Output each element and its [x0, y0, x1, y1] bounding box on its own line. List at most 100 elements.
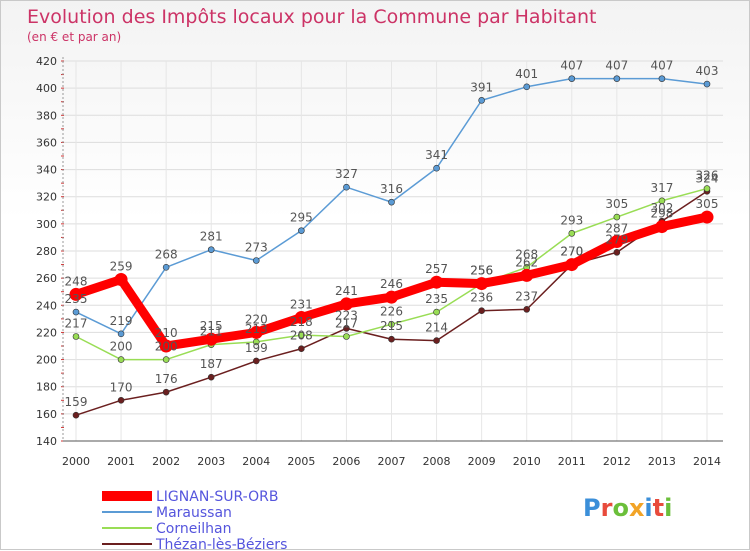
chart-title: Evolution des Impôts locaux pour la Comm… [27, 6, 597, 28]
data-label-maraussan: 219 [110, 314, 133, 328]
data-label-maraussan: 327 [335, 167, 358, 181]
data-label-maraussan: 235 [65, 292, 88, 306]
data-label-corneilhan: 217 [65, 317, 88, 331]
data-point-corneilhan [343, 333, 350, 340]
x-tick-label: 2005 [287, 455, 315, 468]
data-point-corneilhan [252, 338, 260, 346]
data-point-lignan-sur-orb [475, 277, 489, 291]
data-label-thezan-les-beziers: 270 [560, 245, 583, 259]
data-point-lignan-sur-orb [610, 235, 624, 248]
data-label-lignan-sur-orb: 248 [65, 274, 88, 288]
data-point-thezan-les-beziers [72, 411, 80, 419]
data-point-maraussan [343, 183, 350, 191]
data-label-maraussan: 268 [155, 247, 178, 261]
data-label-thezan-les-beziers: 208 [290, 329, 313, 343]
data-point-lignan-sur-orb [339, 297, 353, 311]
data-point-lignan-sur-orb [249, 325, 263, 339]
legend-swatch [102, 527, 152, 529]
axes: 140 160 180 200 220 240 260 280 300 320 340 360 380 4… [36, 55, 723, 468]
y-tick-label: 300 [36, 218, 57, 231]
data-point-maraussan [207, 246, 215, 253]
data-point-maraussan [658, 75, 666, 82]
data-point-thezan-les-beziers [343, 325, 350, 332]
data-label-maraussan: 407 [605, 59, 628, 73]
y-tick-label: 240 [36, 299, 57, 312]
data-label-corneilhan: 200 [155, 340, 178, 354]
data-label-thezan-les-beziers: 237 [515, 289, 538, 303]
data-label-corneilhan: 211 [200, 325, 223, 339]
grid [63, 60, 723, 442]
data-label-corneilhan: 217 [335, 317, 358, 331]
y-tick-label: 320 [36, 191, 57, 204]
data-label-thezan-les-beziers: 324 [696, 171, 719, 185]
data-label-maraussan: 391 [470, 80, 493, 94]
y-tick-label: 380 [36, 109, 57, 122]
data-label-corneilhan: 213 [245, 322, 268, 336]
data-label-corneilhan: 293 [560, 213, 583, 227]
data-label-corneilhan: 268 [515, 247, 538, 261]
x-tick-label: 2002 [152, 455, 180, 468]
data-point-thezan-les-beziers [478, 307, 485, 315]
y-tick-label: 180 [36, 381, 57, 394]
data-label-corneilhan: 218 [290, 315, 313, 329]
x-tick-label: 2011 [558, 455, 586, 468]
y-tick-label: 200 [36, 354, 57, 367]
data-point-lignan-sur-orb [655, 220, 669, 234]
x-tick-label: 2010 [513, 455, 541, 468]
data-label-maraussan: 295 [290, 211, 313, 225]
data-label-thezan-les-beziers: 176 [155, 372, 178, 386]
x-tick-label: 2006 [332, 455, 360, 468]
data-label-lignan-sur-orb: 259 [110, 260, 133, 274]
data-label-corneilhan: 226 [380, 304, 403, 318]
data-point-corneilhan [72, 333, 80, 340]
data-label-thezan-les-beziers: 223 [335, 308, 358, 322]
data-point-lignan-sur-orb [294, 311, 308, 324]
legend-label: Thézan-lès-Béziers [155, 537, 287, 551]
data-point-corneilhan [658, 197, 666, 205]
data-point-maraussan [162, 263, 170, 271]
y-tick-label: 160 [36, 408, 57, 421]
data-point-lignan-sur-orb [385, 290, 398, 304]
data-label-lignan-sur-orb: 256 [470, 264, 493, 278]
data-label-lignan-sur-orb: 257 [425, 262, 448, 276]
data-label-corneilhan: 256 [470, 264, 493, 278]
data-label-thezan-les-beziers: 236 [470, 291, 493, 305]
data-point-thezan-les-beziers [523, 306, 531, 313]
legend-swatch [102, 511, 152, 513]
data-point-maraussan [252, 257, 260, 264]
y-tick-label: 260 [36, 272, 57, 285]
legend: LIGNAN-SUR-ORBMaraussanCorneilhanThézan-… [102, 489, 287, 551]
data-label-lignan-sur-orb: 305 [696, 197, 719, 211]
data-point-lignan-sur-orb [69, 287, 83, 301]
data-point-maraussan [388, 198, 395, 206]
x-tick-label: 2000 [62, 455, 90, 468]
series-group [69, 75, 714, 419]
data-point-thezan-les-beziers [117, 396, 125, 404]
data-label-lignan-sur-orb: 241 [335, 284, 358, 298]
data-label-thezan-les-beziers: 199 [245, 341, 268, 355]
y-tick-label: 400 [36, 82, 57, 95]
data-point-thezan-les-beziers [433, 337, 440, 344]
data-label-maraussan: 281 [200, 230, 223, 244]
data-point-lignan-sur-orb [565, 258, 579, 272]
data-point-corneilhan [388, 320, 395, 328]
x-tick-label: 2007 [378, 455, 406, 468]
data-point-maraussan [568, 75, 576, 82]
data-label-thezan-les-beziers: 170 [110, 380, 133, 394]
x-tick-label: 2013 [648, 455, 676, 468]
y-tick-label: 140 [36, 435, 57, 448]
chart-subtitle: (en € et par an) [27, 30, 121, 44]
data-label-corneilhan: 200 [110, 340, 133, 354]
data-point-corneilhan [703, 185, 711, 192]
data-point-corneilhan [613, 213, 621, 221]
data-labels: 159 170 176 187 199 208 223 215 214 236 237 270 279 3… [65, 59, 719, 410]
data-label-maraussan: 403 [696, 64, 719, 78]
data-point-lignan-sur-orb [430, 275, 444, 289]
data-point-thezan-les-beziers [298, 345, 305, 353]
data-point-thezan-les-beziers [162, 388, 170, 396]
data-point-lignan-sur-orb [520, 268, 534, 282]
data-label-lignan-sur-orb: 210 [155, 326, 178, 340]
data-point-thezan-les-beziers [207, 373, 215, 381]
x-tick-label: 2014 [693, 455, 721, 468]
